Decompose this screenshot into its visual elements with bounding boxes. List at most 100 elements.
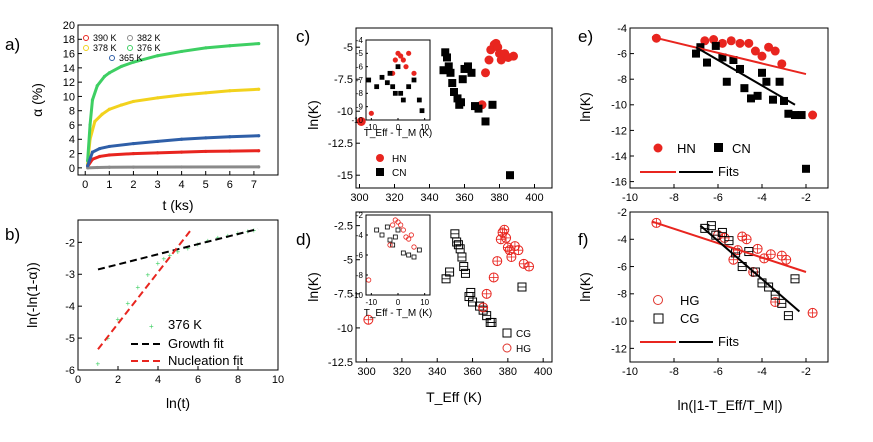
y-tick-label: -4 [617, 23, 627, 35]
series-e-1-point [711, 41, 720, 50]
legend-a-390: 390 K [93, 33, 117, 43]
series-e-0-point [808, 110, 818, 120]
y-tick-label: -4 [356, 36, 364, 45]
legend-a-376: 376 K [137, 43, 161, 53]
x-tick-label: -2 [801, 366, 811, 378]
series-a-0-point [180, 150, 184, 154]
panel-a-label: a) [5, 35, 20, 54]
legend-f-fits: Fits [718, 334, 739, 349]
series-a-3-point [90, 98, 95, 102]
y-tick-label: -2 [617, 207, 627, 219]
series-b-0-point: + [106, 334, 111, 343]
series-a-4-point [257, 134, 261, 138]
panel-f-ylabel: ln(K) [577, 272, 593, 302]
y-tick-label: -10 [337, 323, 353, 335]
legend-d-cg: CG [516, 329, 531, 340]
series-a-2-point [100, 112, 104, 116]
series-d_inset-0-point [395, 227, 401, 233]
y-tick-label: -5 [343, 255, 353, 267]
series-a-1-point [107, 165, 111, 169]
x-tick-label: -4 [757, 366, 767, 378]
series-a-4-point [228, 135, 232, 139]
series-b-0-point: + [162, 254, 167, 263]
series-a-3-point [204, 46, 208, 50]
x-tick-label: 10 [420, 123, 429, 132]
series-e-1-point [753, 91, 762, 100]
legend-a-378: 378 K [93, 43, 117, 53]
x-tick-label: 320 [385, 192, 403, 204]
series-e-1-point [718, 53, 727, 62]
series-e-1-point [780, 96, 788, 105]
panel-d-frame [355, 211, 553, 363]
series-c_inset-0-point [368, 110, 374, 116]
series-c-1-point [506, 171, 514, 180]
series-a-4-point [155, 139, 160, 144]
panel-e-plot: -10 -8 -6 -4 -2 -16 -14 -12 -10 -8 -6 -4 [611, 23, 818, 204]
y-tick-label: 6 [69, 120, 75, 132]
y-tick-label: -5 [356, 49, 364, 58]
panel-e-ylabel: ln(K) [577, 92, 593, 122]
series-a-2-point [119, 103, 123, 107]
y-tick-label: 8 [69, 106, 75, 118]
series-d_inset-1-point [390, 222, 396, 228]
y-tick-label: 18 [63, 34, 75, 46]
panel-c-label: c) [296, 27, 310, 46]
series-e-1-point [740, 84, 749, 93]
series-c-1-point [444, 62, 453, 71]
series-e-0-point [770, 46, 780, 56]
series-c_inset-1-point [392, 90, 398, 96]
panel-b-legend: + 376 K Growth fit Nucleation fit [131, 317, 244, 368]
legend-a-382: 382 K [137, 33, 161, 43]
y-tick-label: -14 [611, 151, 627, 163]
legend-b-376-marker: + [149, 322, 154, 331]
series-b-1-fit-line [97, 227, 259, 271]
panel-d-inset: -10 0 10 -10 -8 -6 -4 -2 T_Eff - T_M (K) [351, 211, 432, 319]
panel-d-inset-plot: -10 0 10 -10 -8 -6 -4 -2 [351, 211, 429, 307]
series-e-1-point [791, 111, 799, 120]
legend-e-hn: HN [677, 141, 696, 156]
series-d_inset-1-point [398, 222, 404, 228]
x-tick-label: 5 [203, 179, 209, 191]
series-a-0-point [107, 153, 111, 157]
series-b-0-point: + [186, 244, 191, 253]
legend-e-fits: Fits [718, 164, 739, 179]
series-a-4-curve [86, 134, 259, 167]
x-tick-label: 4 [155, 374, 161, 386]
series-c_inset-0-point [403, 64, 409, 70]
x-tick-label: 0 [82, 179, 88, 191]
series-e-1-point [797, 111, 806, 120]
series-b-0-point: + [136, 283, 141, 292]
series-d_inset-0-point [392, 234, 398, 240]
series-c_inset-1-point [419, 108, 425, 114]
series-c_inset-0-point [398, 53, 404, 59]
y-tick-label: 14 [63, 63, 75, 75]
x-tick-label: 6 [195, 374, 201, 386]
series-e-1-point [736, 64, 744, 73]
panel-e-label: e) [578, 27, 593, 46]
legend-d-cg-marker [502, 328, 512, 338]
series-c_inset-1-point [395, 64, 401, 70]
series-c_inset-1-point [387, 70, 393, 76]
series-a-3-point [257, 41, 261, 46]
panel-d-inset-xlabel: T_Eff - T_M (K) [364, 308, 433, 319]
panel-f: f) -10 -8 -6 -4 -2 -12 -10 -8 -6 -4 -2 ln(|1-T_Eff… [577, 207, 829, 413]
series-a-2-point [155, 96, 160, 100]
series-b-0-point: + [126, 299, 131, 308]
x-tick-label: -4 [757, 192, 767, 204]
series-c-1-point [488, 100, 497, 109]
panel-f-frame [629, 211, 829, 363]
panel-b-frame [77, 219, 279, 371]
series-a-0-point [98, 154, 102, 159]
legend-c-cn: CN [392, 168, 406, 179]
legend-a-365: 365 K [119, 53, 143, 63]
x-tick-label: 400 [525, 192, 543, 204]
legend-b-376: 376 K [168, 317, 202, 332]
y-tick-label: -2.5 [334, 221, 353, 233]
series-a-0-point [228, 149, 232, 153]
series-c_inset-1-point [406, 84, 412, 90]
y-tick-label: -7.5 [334, 74, 353, 86]
series-a-3-point [228, 44, 232, 48]
series-a-2-curve [86, 87, 259, 165]
x-tick-label: 320 [393, 366, 411, 378]
